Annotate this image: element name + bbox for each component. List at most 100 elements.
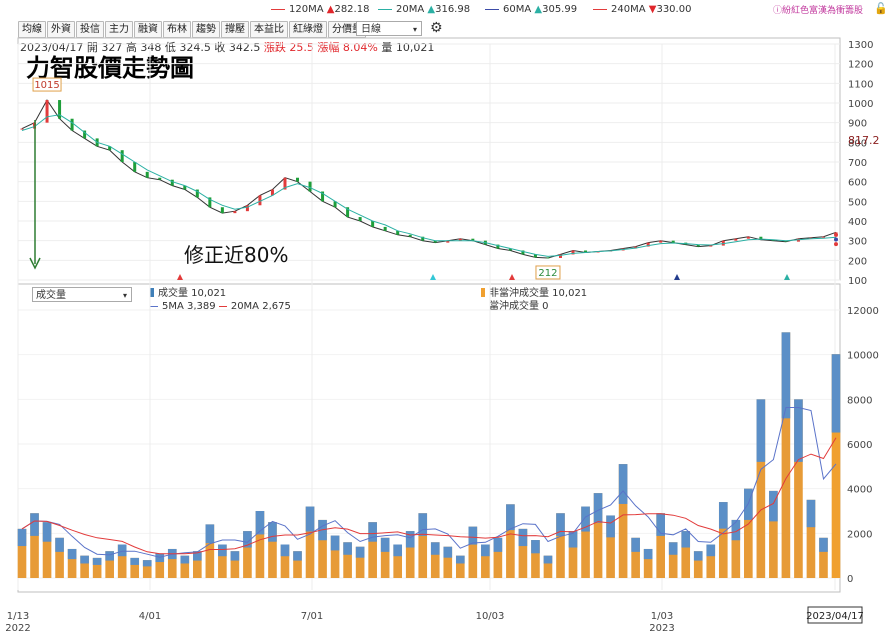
volume-bar-top xyxy=(405,531,415,548)
volume-bar xyxy=(42,522,52,578)
ma-legend-item-60[interactable]: 60MA ▲305.99 xyxy=(485,4,577,15)
volume-bar-top xyxy=(781,332,791,419)
ma-legend-item-20[interactable]: 20MA ▲316.98 xyxy=(378,4,470,15)
volume-bar xyxy=(531,540,540,578)
volume-bar xyxy=(368,522,377,578)
volume-bar xyxy=(506,504,515,578)
volume-bar xyxy=(418,513,428,578)
volume-bar-top xyxy=(769,490,778,522)
volume-bar xyxy=(67,548,77,578)
volume-bar-top xyxy=(731,519,741,541)
volume-bar xyxy=(819,537,828,578)
volume-bar xyxy=(55,537,64,578)
candlestick xyxy=(471,238,475,241)
candlestick xyxy=(584,250,588,253)
candlestick xyxy=(546,257,550,259)
candlestick xyxy=(759,236,763,240)
volume-20ma-line xyxy=(21,437,837,555)
price-tick-label: 600 xyxy=(848,178,867,189)
volume-bar xyxy=(92,557,102,578)
event-marker-icon xyxy=(177,274,183,280)
volume-legend-2: 非當沖成交量 10,021 當沖成交量 0 xyxy=(481,287,587,313)
ma-legend-item-120[interactable]: 120MA ▲282.18 xyxy=(271,4,369,15)
candlestick xyxy=(421,236,425,241)
volume-bar-top xyxy=(806,499,816,528)
candlestick xyxy=(195,189,199,198)
candlestick xyxy=(446,240,450,243)
ma-line-20MA xyxy=(21,114,837,257)
volume-tick-label: 12000 xyxy=(847,306,879,317)
candlestick xyxy=(558,254,562,258)
ma-legend-item-240[interactable]: 240MA ▼330.00 xyxy=(593,4,691,15)
candlestick xyxy=(634,246,638,249)
volume-legend: 成交量 10,021 5MA 3,389 20MA 2,675 xyxy=(150,287,291,313)
candlestick xyxy=(120,150,124,162)
candlestick xyxy=(408,234,412,237)
volume-bar-top xyxy=(455,555,465,564)
candlestick xyxy=(308,181,312,192)
volume-bar xyxy=(518,528,528,578)
price-tick-label: 200 xyxy=(848,256,867,267)
candlestick xyxy=(709,245,713,247)
candlestick xyxy=(296,177,300,182)
volume-tick-label: 4000 xyxy=(847,485,872,496)
candlestick xyxy=(571,250,575,255)
candlestick xyxy=(58,100,62,119)
max-price-label: 1015 xyxy=(34,80,59,91)
volume-bar xyxy=(681,531,691,578)
candlestick xyxy=(158,177,162,180)
x-tick-label: 4/01 xyxy=(139,611,161,622)
volume-bar-top xyxy=(819,537,828,552)
volume-bar xyxy=(293,551,302,578)
volume-bar-top xyxy=(330,535,340,551)
volume-bar-top xyxy=(506,504,515,531)
volume-bar-top xyxy=(117,544,127,557)
candlestick xyxy=(659,240,663,243)
volume-bar xyxy=(556,513,565,578)
chevron-down-icon: ▾ xyxy=(122,291,127,300)
lock-icon[interactable]: 🔓 xyxy=(874,2,888,15)
candlestick xyxy=(183,185,187,190)
price-tick-label: 900 xyxy=(848,119,867,130)
x-tick-sublabel: 2023 xyxy=(649,623,674,634)
volume-bar-top xyxy=(180,555,190,564)
volume-bar xyxy=(430,542,440,578)
candlestick xyxy=(70,118,74,131)
event-marker-icon xyxy=(509,274,515,280)
ma-point-60MA xyxy=(834,237,838,242)
candlestick xyxy=(258,195,262,206)
candlestick xyxy=(45,100,49,123)
candlestick xyxy=(20,128,24,130)
gear-icon[interactable]: ⚙ xyxy=(430,20,443,36)
event-marker-icon xyxy=(674,274,680,280)
price-close-line xyxy=(21,99,837,259)
volume-bar xyxy=(668,542,678,578)
volume-bar xyxy=(142,560,152,578)
candlestick xyxy=(346,207,350,218)
volume-bar-top xyxy=(67,548,77,560)
volume-bar-top xyxy=(606,515,615,538)
volume-indicator-select[interactable]: 成交量 ▾ xyxy=(32,287,132,302)
min-price-label: 212 xyxy=(538,268,557,279)
volume-bar-top xyxy=(681,531,691,548)
volume-bar-top xyxy=(280,544,290,557)
volume-bar-top xyxy=(481,544,490,557)
candlestick xyxy=(233,211,237,214)
candlestick xyxy=(383,226,387,231)
volume-bar-top xyxy=(218,544,227,557)
highlight-link[interactable]: ⓘ紛紅色富漢為衝籌股 xyxy=(773,6,864,16)
volume-bar-top xyxy=(656,513,665,536)
volume-bar-top xyxy=(30,513,39,536)
volume-bar-top xyxy=(380,537,390,552)
period-select[interactable]: 日線 ▾ xyxy=(356,21,422,36)
volume-bar-top xyxy=(706,544,716,557)
x-tick-label: 1/13 xyxy=(7,611,29,622)
volume-bar xyxy=(17,528,27,578)
volume-bar xyxy=(631,537,640,578)
volume-bar xyxy=(769,490,778,578)
volume-bar xyxy=(481,544,490,578)
volume-bar-top xyxy=(155,553,165,563)
volume-bar-top xyxy=(142,560,152,567)
volume-bar xyxy=(280,544,290,578)
